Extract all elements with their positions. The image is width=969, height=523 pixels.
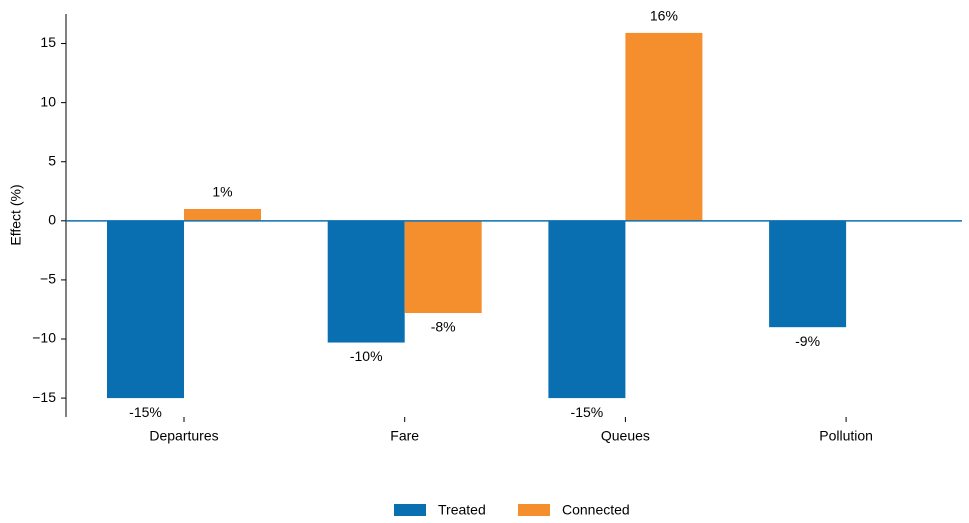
bar	[184, 209, 261, 221]
y-tick-label: 5	[48, 152, 56, 168]
x-tick-label: Queues	[601, 428, 650, 444]
value-label: 16%	[650, 8, 678, 24]
x-tick-label: Departures	[149, 428, 218, 444]
bar	[404, 220, 482, 313]
bar	[327, 220, 405, 343]
y-tick-label: 15	[40, 34, 56, 50]
y-tick-label: 10	[40, 93, 56, 109]
legend-label: Connected	[562, 502, 630, 518]
value-label: -8%	[431, 319, 456, 335]
y-tick-label: 0	[48, 212, 56, 228]
y-tick-label: −10	[32, 330, 56, 346]
x-tick-label: Pollution	[819, 428, 873, 444]
bar	[548, 220, 626, 399]
value-label: -15%	[571, 404, 604, 420]
value-label: -15%	[129, 404, 162, 420]
y-tick-label: −5	[40, 271, 56, 287]
value-label: 1%	[212, 184, 232, 200]
bar	[625, 32, 703, 221]
value-label: -9%	[795, 333, 820, 349]
legend-swatch	[394, 504, 426, 516]
bar	[107, 220, 184, 399]
bar	[769, 220, 847, 328]
y-axis-label: Effect (%)	[8, 184, 24, 245]
y-tick-label: −15	[32, 389, 56, 405]
x-tick-label: Fare	[390, 428, 419, 444]
legend-swatch	[518, 504, 550, 516]
legend-label: Treated	[438, 502, 486, 518]
value-label: -10%	[350, 348, 383, 364]
